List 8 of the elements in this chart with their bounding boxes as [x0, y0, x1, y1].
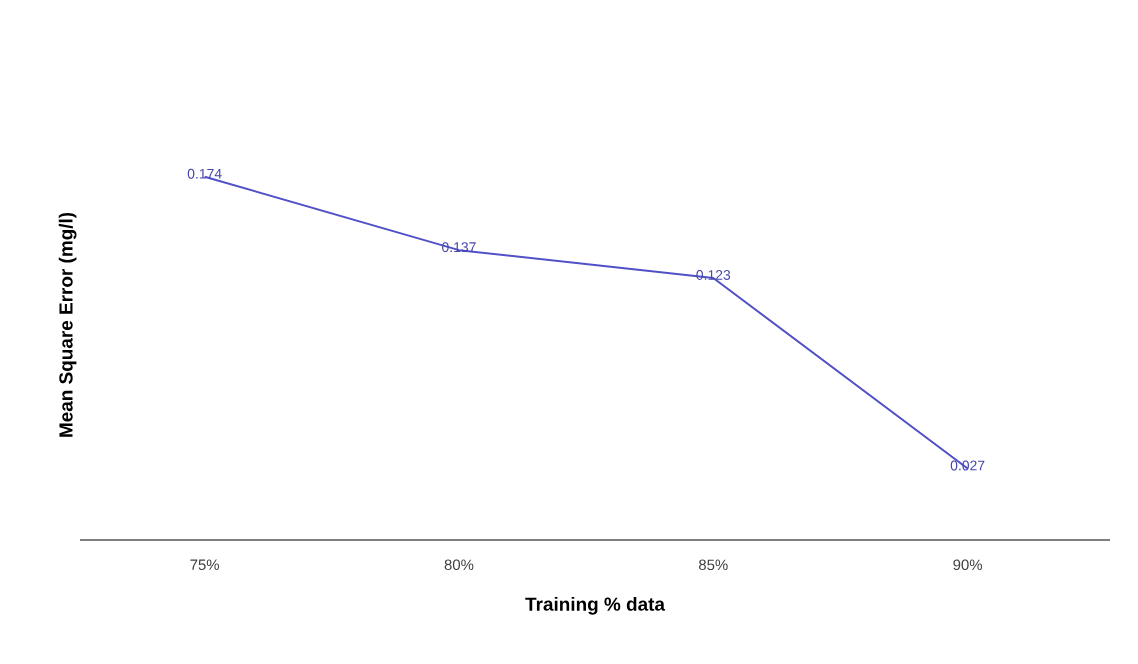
x-tick-label: 75%	[190, 559, 220, 571]
y-axis-title: Mean Square Error (mg/l)	[58, 212, 77, 437]
x-tick-label: 80%	[444, 559, 474, 571]
data-label: 0.123	[696, 269, 731, 280]
x-tick-label: 90%	[953, 559, 983, 571]
x-axis-title: Training % data	[525, 596, 666, 615]
x-tick-label: 85%	[698, 559, 728, 571]
data-label: 0.174	[187, 168, 222, 179]
